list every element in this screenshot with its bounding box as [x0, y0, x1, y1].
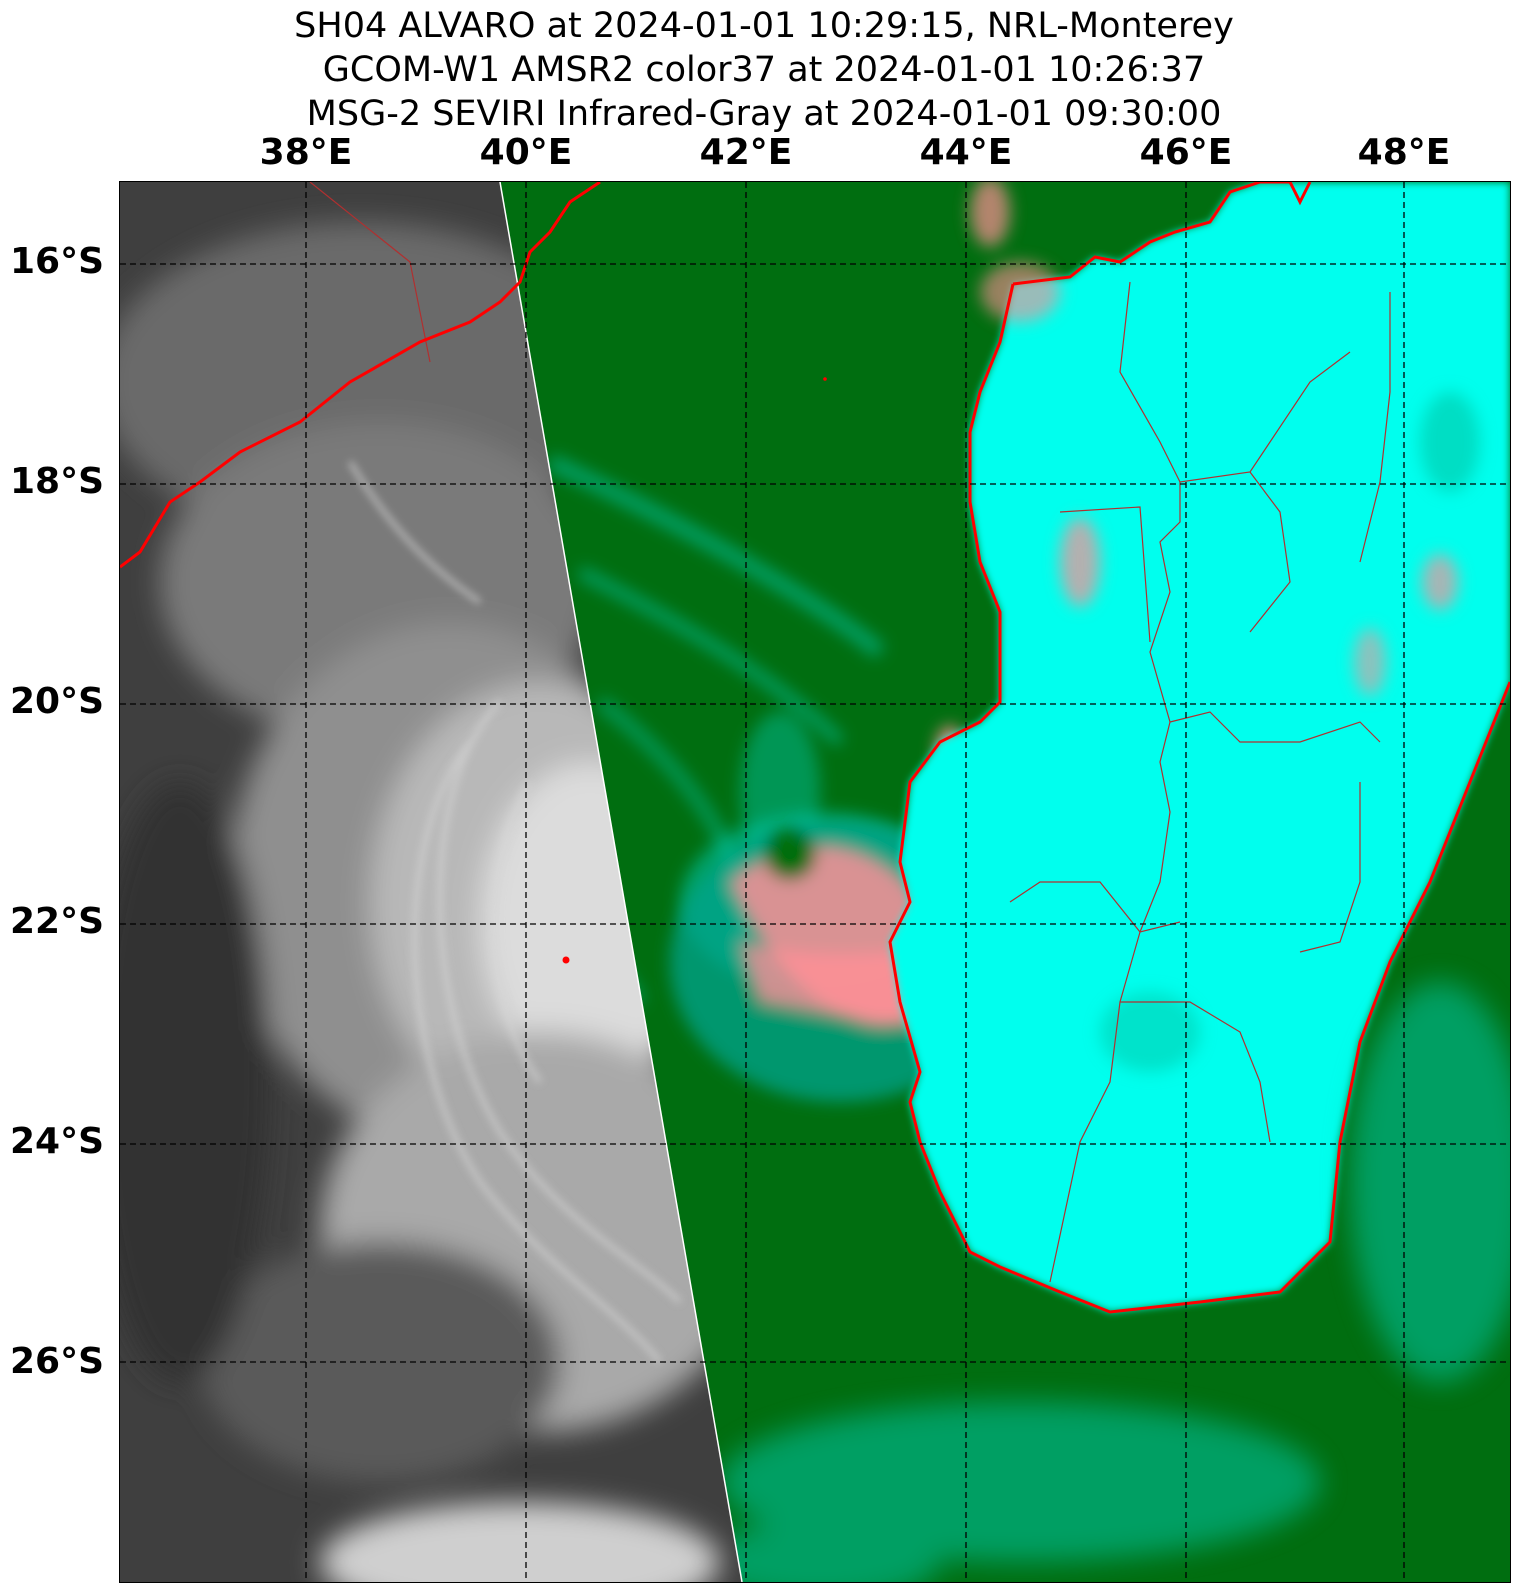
lon-label-44e: 44°E	[919, 132, 1013, 173]
title-line-2: GCOM-W1 AMSR2 color37 at 2024-01-01 10:2…	[322, 50, 1206, 90]
lon-label-38e: 38°E	[259, 132, 353, 173]
madagascar-land	[890, 182, 1510, 1312]
island-marker	[562, 956, 570, 964]
madagascar-north-coast	[1012, 182, 1312, 286]
africa-coast	[120, 182, 601, 569]
lat-label-24s: 24°S	[10, 1121, 105, 1162]
swath-boundary	[499, 182, 743, 1582]
lon-label-46e: 46°E	[1139, 132, 1233, 173]
lat-label-18s: 18°S	[10, 461, 105, 502]
coastline	[120, 182, 1510, 1314]
lat-label-22s: 22°S	[10, 901, 105, 942]
satellite-map[interactable]	[119, 181, 1511, 1583]
lon-label-40e: 40°E	[479, 132, 573, 173]
lon-label-48e: 48°E	[1357, 132, 1451, 173]
admin-borders	[309, 182, 1391, 1283]
lat-label-26s: 26°S	[10, 1341, 105, 1382]
lon-label-42e: 42°E	[699, 132, 793, 173]
mw-lower-clouds	[700, 982, 1510, 1582]
title-line-1: SH04 ALVARO at 2024-01-01 10:29:15, NRL-…	[294, 6, 1234, 46]
island-marker-small	[823, 377, 827, 381]
ir-spiral-bands	[347, 460, 683, 1364]
title-line-3: MSG-2 SEVIRI Infrared-Gray at 2024-01-01…	[306, 94, 1222, 134]
madagascar-west-south-coast	[888, 283, 1510, 1314]
lat-label-20s: 20°S	[10, 681, 105, 722]
graticule	[120, 182, 1510, 1582]
lat-label-16s: 16°S	[10, 241, 105, 282]
map-canvas	[120, 182, 1510, 1582]
